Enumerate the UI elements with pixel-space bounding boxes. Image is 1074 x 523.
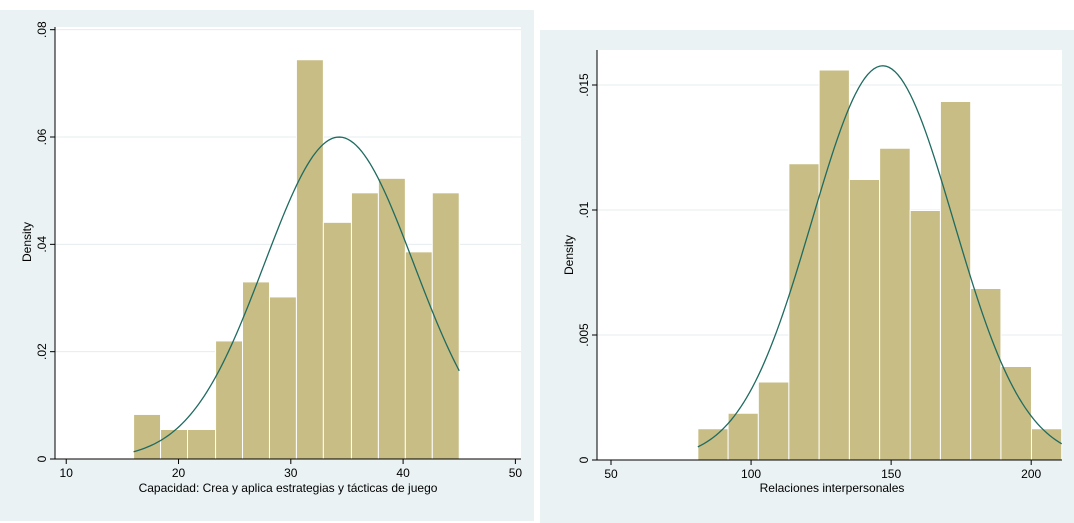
histogram-bar — [350, 192, 379, 460]
histogram-bar — [377, 177, 406, 460]
histogram-panel-capacidad: 0 .02 .04 .06 .08 10 20 30 40 50 Capacidad: Crea y… — [0, 10, 534, 521]
histogram-bar — [322, 221, 352, 460]
y-tick-label: .06 — [35, 128, 49, 145]
histogram-bar — [879, 147, 911, 461]
histogram-bar — [970, 288, 1002, 461]
histogram-bar — [1000, 366, 1032, 461]
y-tick-label: .005 — [577, 323, 591, 347]
histogram-bar — [939, 101, 972, 461]
normal-density-curve — [133, 136, 460, 453]
histogram-bar — [818, 69, 850, 461]
x-tick-label: 100 — [741, 467, 761, 481]
histogram-bar — [848, 179, 881, 461]
y-tick-label: .01 — [577, 201, 591, 218]
x-axis-title: Capacidad: Crea y aplica estrategias y t… — [139, 481, 438, 495]
histogram-bar — [757, 381, 790, 461]
histogram-chart-capacidad: 0 .02 .04 .06 .08 10 20 30 40 50 Capacidad: Crea y… — [20, 21, 523, 495]
x-tick-label: 20 — [172, 466, 186, 480]
x-tick-label: 30 — [284, 466, 298, 480]
histogram-bar — [788, 163, 820, 461]
histogram-bar — [160, 428, 189, 460]
y-tick-label: .08 — [35, 21, 49, 38]
x-tick-label: 50 — [509, 466, 523, 480]
histogram-panel-relaciones: 0 .005 .01 .015 50 100 150 200 Relaciones interp… — [540, 30, 1074, 523]
histogram-chart-relaciones: 0 .005 .01 .015 50 100 150 200 Relaciones interp… — [562, 50, 1063, 495]
y-tick-label: .02 — [35, 343, 49, 360]
y-tick-label: 0 — [35, 455, 49, 462]
histogram-bar — [431, 192, 460, 460]
y-tick-label: 0 — [577, 456, 591, 463]
histogram-bar — [187, 428, 217, 460]
x-tick-label: 150 — [881, 467, 901, 481]
y-axis-title: Density — [562, 235, 576, 275]
histogram-bar — [242, 281, 270, 460]
histogram-bar — [404, 251, 433, 460]
x-tick-label: 200 — [1021, 467, 1041, 481]
x-tick-label: 10 — [60, 466, 74, 480]
histogram-bar — [909, 210, 941, 461]
histogram-bar — [295, 59, 324, 460]
x-tick-label: 50 — [604, 467, 618, 481]
y-tick-label: .015 — [577, 73, 591, 97]
normal-density-curve — [697, 65, 1063, 448]
y-tick-label: .04 — [35, 236, 49, 253]
histogram-bar — [215, 340, 244, 460]
y-axis-title: Density — [20, 222, 34, 262]
histogram-bar — [268, 296, 297, 460]
x-tick-label: 40 — [396, 466, 410, 480]
histogram-bar — [133, 413, 162, 460]
histogram-bar — [727, 412, 759, 461]
x-axis-title: Relaciones interpersonales — [760, 481, 905, 495]
